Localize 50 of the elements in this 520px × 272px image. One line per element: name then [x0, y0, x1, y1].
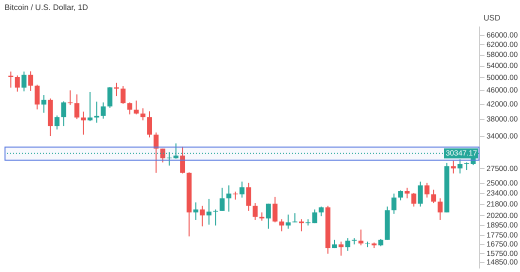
candlestick: [338, 241, 344, 256]
candlestick: [154, 132, 159, 174]
y-axis-title: USD: [484, 14, 501, 22]
candlestick: [80, 111, 86, 136]
candlestick: [22, 71, 26, 92]
candlestick: [100, 102, 106, 120]
candlestick: [292, 212, 298, 223]
candlestick: [127, 102, 132, 115]
candlestick: [107, 86, 112, 108]
candlestick: [147, 110, 152, 138]
candlestick: [298, 218, 304, 232]
candlestick: [88, 91, 93, 122]
candlestick: [220, 187, 225, 212]
candlestick: [246, 182, 252, 212]
candlestick: [240, 181, 244, 198]
candlestick: [345, 238, 350, 252]
candlestick: [61, 100, 66, 127]
candlestick: [140, 108, 146, 121]
candlestick: [358, 229, 364, 246]
candlestick: [160, 148, 166, 163]
candlestick: [94, 101, 100, 124]
candlestick: [424, 182, 430, 198]
candlestick: [41, 94, 46, 114]
candlestick: [226, 184, 232, 212]
candlestick: [318, 206, 324, 217]
candlestick: [272, 196, 278, 223]
candlestick: [438, 198, 443, 220]
candlestick: [431, 189, 436, 204]
candlestick: [411, 192, 416, 208]
candlestick: [418, 181, 423, 208]
candlestick: [180, 146, 186, 174]
candlestick: [279, 218, 284, 232]
candlestick: [54, 115, 60, 130]
candlestick: [14, 74, 20, 92]
candlestick: [398, 190, 404, 201]
candlestick: [365, 241, 370, 248]
candlestick: [193, 202, 198, 220]
candlestick: [404, 187, 410, 199]
candlestick: [206, 198, 212, 226]
candlestick: [134, 100, 139, 115]
candlestick: [266, 203, 271, 230]
candlestick: [450, 160, 456, 174]
chart-title: Bitcoin / U.S. Dollar, 1D: [4, 3, 88, 12]
candlestick: [34, 84, 40, 110]
candlestick: [252, 202, 258, 220]
candlestick: [391, 193, 396, 214]
candlestick: [200, 205, 205, 227]
candlestick: [120, 86, 126, 104]
candlestick: [74, 94, 80, 120]
candlestick: [28, 70, 34, 92]
